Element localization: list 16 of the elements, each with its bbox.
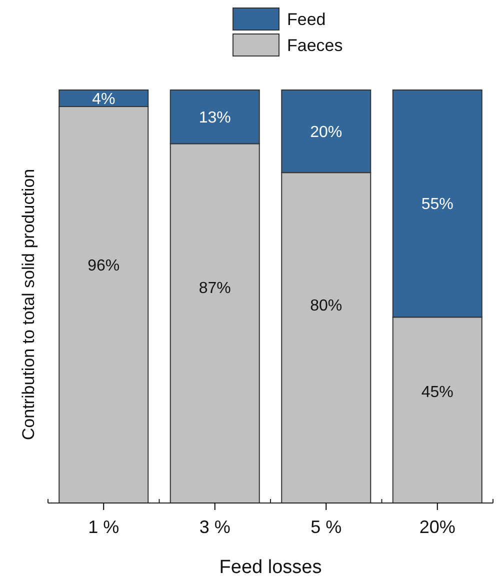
legend-label: Faeces xyxy=(287,36,343,55)
data-label: 20% xyxy=(310,124,342,141)
legend-label: Feed xyxy=(287,10,326,29)
data-label: 55% xyxy=(421,196,454,214)
data-label: 45% xyxy=(421,384,454,402)
y-axis-title: Contribution to total solid production xyxy=(19,168,38,440)
data-label: 4% xyxy=(92,90,116,108)
x-axis-title: Feed losses xyxy=(219,557,322,578)
x-tick-label: 5 % xyxy=(310,516,342,537)
x-tick-label: 20% xyxy=(419,516,456,537)
x-tick-label: 1 % xyxy=(88,516,120,537)
data-label: 80% xyxy=(310,297,342,314)
x-tick-label: 3 % xyxy=(199,516,230,537)
data-label: 87% xyxy=(198,280,231,298)
data-label: 96% xyxy=(88,258,120,275)
data-label: 13% xyxy=(198,109,231,126)
